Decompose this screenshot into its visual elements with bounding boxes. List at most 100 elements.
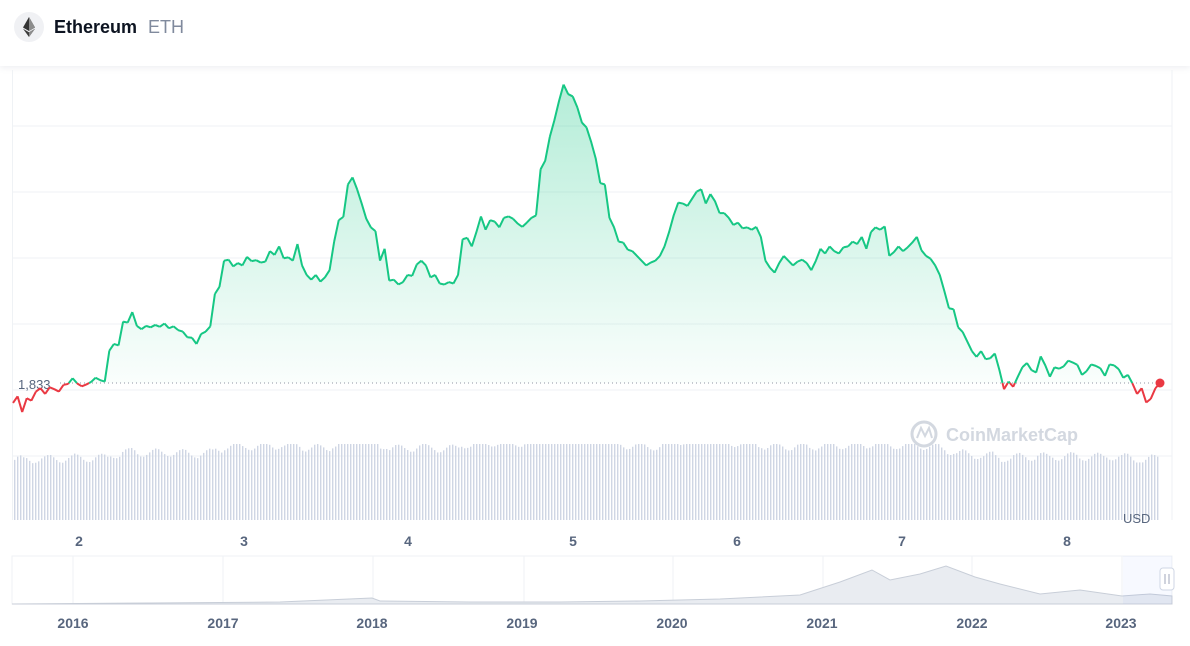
volume-bar [182,449,184,520]
x-tick-label: 4 [404,533,412,549]
volume-bar [302,450,304,520]
volume-bar [254,448,256,520]
volume-bar [224,450,226,520]
volume-bar [476,444,478,520]
volume-bar [497,444,499,520]
volume-bar [521,446,523,520]
volume-bar [971,455,973,520]
volume-bar [308,449,310,520]
volume-bar [602,444,604,520]
volume-bar [1124,453,1126,520]
volume-bar [395,445,397,520]
volume-bar [203,452,205,520]
volume-bar [173,454,175,520]
volume-bar [245,447,247,520]
volume-bar [32,463,34,520]
volume-bar [524,444,526,520]
volume-bar [368,444,370,520]
volume-bar [185,449,187,520]
volume-bar [74,453,76,520]
volume-bar [998,457,1000,520]
volume-bar [815,450,817,520]
volume-bar [854,444,856,520]
volume-bar [143,456,145,520]
volume-bar [992,451,994,520]
volume-bar [425,444,427,520]
volume-bar [719,444,721,520]
volume-bar [275,449,277,520]
volume-bar [215,448,217,520]
volume-bar [227,448,229,520]
volume-bar [26,458,28,520]
volume-bar [149,452,151,520]
volume-bar [239,444,241,520]
navigator-handle[interactable] [1159,567,1175,591]
volume-bar [695,444,697,520]
volume-bar [572,444,574,520]
volume-bar [575,444,577,520]
volume-bar [629,448,631,520]
volume-bar [179,450,181,520]
volume-bar [689,444,691,520]
volume-bar [920,448,922,520]
volume-bar [848,445,850,520]
volume-bar [896,449,898,520]
volume-bar [83,459,85,520]
volume-bar [194,457,196,520]
volume-bar [152,449,154,520]
volume-bar [353,444,355,520]
volume-bar [584,444,586,520]
volume-bar [29,460,31,520]
volume-bar [125,449,127,520]
volume-bar [740,444,742,520]
volume-bar [530,444,532,520]
volume-bar [1127,453,1129,520]
volume-bar [428,445,430,520]
volume-bar [809,447,811,520]
volume-bar [923,449,925,520]
volume-bar [641,444,643,520]
reference-price-label: 1,833 [18,377,51,392]
volume-bar [728,444,730,520]
volume-bar [377,444,379,520]
volume-bar [827,444,829,520]
volume-bar [260,444,262,520]
volume-bar [422,444,424,520]
volume-bar [464,448,466,520]
volume-bar [872,446,874,520]
volume-bar [41,458,43,520]
volume-bar [278,448,280,520]
volume-bar [626,449,628,520]
volume-bar [587,444,589,520]
volume-bar [443,450,445,520]
volume-bar [515,445,517,520]
volume-bar [593,444,595,520]
volume-bar [722,444,724,520]
volume-bar [359,444,361,520]
volume-bar [932,444,934,520]
volume-bar [272,447,274,520]
volume-bar [953,453,955,520]
volume-bar [206,450,208,520]
volume-bar [380,448,382,520]
navigator-area [11,565,1173,605]
volume-bar [698,444,700,520]
volume-bar [635,444,637,520]
navigator[interactable] [11,555,1175,605]
x-tick-label: 3 [240,533,248,549]
volume-bar [581,444,583,520]
volume-bar [1154,455,1156,520]
price-line-down [12,382,1161,413]
volume-bar [683,444,685,520]
volume-bar [164,454,166,520]
volume-bar [914,444,916,520]
volume-bar [1028,460,1030,520]
volume-bar [647,447,649,520]
price-area-up [68,84,1160,383]
volume-bar [65,460,67,520]
volume-bar [1064,456,1066,520]
volume-bar [560,444,562,520]
volume-bar [53,457,55,520]
volume-bar [794,447,796,520]
